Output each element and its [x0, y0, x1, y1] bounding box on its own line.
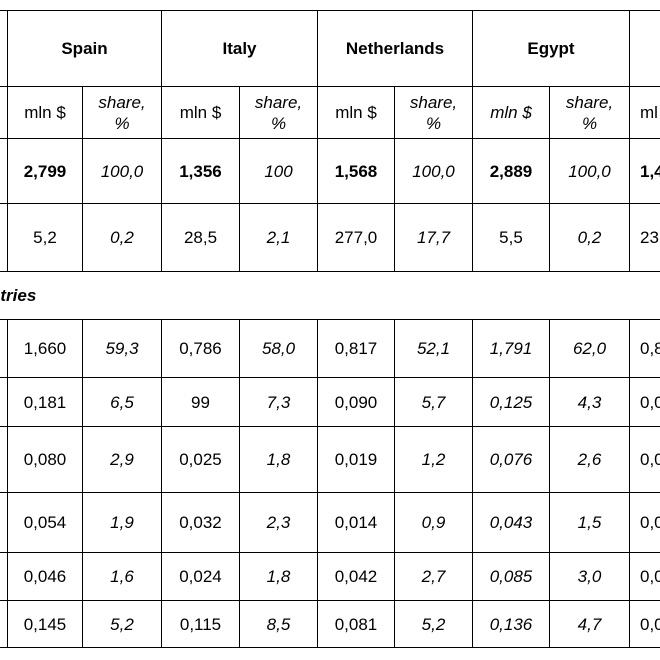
data-cell: 5,5 [473, 204, 550, 272]
data-cell: 5,2 [83, 601, 162, 648]
data-cell: 0,9 [395, 493, 473, 553]
row-label-cell [0, 320, 8, 378]
row-label-cell [0, 427, 8, 493]
data-cell: 0,2 [550, 204, 630, 272]
data-cell: 17,7 [395, 204, 473, 272]
data-cell: 2,3 [240, 493, 318, 553]
data-cell: 1,5 [550, 493, 630, 553]
data-cell: 100,0 [83, 139, 162, 204]
country-header: Italy [162, 10, 318, 87]
unit-header: share, % [83, 87, 162, 139]
data-cell: 0,0 [630, 553, 660, 601]
unit-header: mln $ [162, 87, 240, 139]
data-cell: 0,043 [473, 493, 550, 553]
data-cell: 0,136 [473, 601, 550, 648]
data-cell: 0,032 [162, 493, 240, 553]
data-cell: 0,080 [8, 427, 83, 493]
data-cell: 1,6 [83, 553, 162, 601]
data-cell: 28,5 [162, 204, 240, 272]
data-cell: 1,2 [395, 427, 473, 493]
data-cell: 99 [162, 378, 240, 427]
data-cell: 100,0 [550, 139, 630, 204]
country-header: Egypt [473, 10, 630, 87]
unit-header: mln $ [473, 87, 550, 139]
data-cell: 2,9 [83, 427, 162, 493]
data-cell: 5,2 [395, 601, 473, 648]
data-cell: 100 [240, 139, 318, 204]
unit-header: share, % [240, 87, 318, 139]
row-label-cell [0, 139, 8, 204]
data-cell: 277,0 [318, 204, 395, 272]
data-cell: 0,2 [83, 204, 162, 272]
unit-header: share, % [550, 87, 630, 139]
data-cell: 0,025 [162, 427, 240, 493]
data-cell: 1,356 [162, 139, 240, 204]
data-cell: 0,042 [318, 553, 395, 601]
row-label-cell [0, 378, 8, 427]
data-cell: 0,0 [630, 378, 660, 427]
header-cell [630, 10, 660, 87]
unit-cell [0, 87, 8, 139]
data-cell: 0,046 [8, 553, 83, 601]
data-cell: 58,0 [240, 320, 318, 378]
row-label-cell [0, 601, 8, 648]
row-label-cell [0, 493, 8, 553]
data-cell: 0,024 [162, 553, 240, 601]
data-cell: 52,1 [395, 320, 473, 378]
data-cell: 2,889 [473, 139, 550, 204]
data-cell: 1,791 [473, 320, 550, 378]
data-cell: 0,181 [8, 378, 83, 427]
data-cell: 1,4 [630, 139, 660, 204]
unit-header: mln $ [8, 87, 83, 139]
unit-header: share, % [395, 87, 473, 139]
data-cell: 1,568 [318, 139, 395, 204]
data-cell: 4,7 [550, 601, 630, 648]
data-cell: 1,8 [240, 427, 318, 493]
data-cell: 0,115 [162, 601, 240, 648]
data-cell: 7,3 [240, 378, 318, 427]
data-cell: 0,076 [473, 427, 550, 493]
data-cell: 0,8 [630, 320, 660, 378]
data-cell: 0,0 [630, 601, 660, 648]
unit-header: mln $ [318, 87, 395, 139]
data-cell: 100,0 [395, 139, 473, 204]
row-label-cell [0, 204, 8, 272]
data-cell: 0,0 [630, 493, 660, 553]
data-cell: 1,8 [240, 553, 318, 601]
header-cell [0, 10, 8, 87]
data-cell: 0,145 [8, 601, 83, 648]
unit-header: ml [630, 87, 660, 139]
data-cell: 1,660 [8, 320, 83, 378]
data-cell: 59,3 [83, 320, 162, 378]
data-cell: 0,090 [318, 378, 395, 427]
data-cell: 0,019 [318, 427, 395, 493]
section-label: ntries [0, 272, 660, 320]
data-cell: 0,0 [630, 427, 660, 493]
data-cell: 8,5 [240, 601, 318, 648]
data-cell: 5,2 [8, 204, 83, 272]
data-cell: 0,054 [8, 493, 83, 553]
data-cell: 4,3 [550, 378, 630, 427]
data-cell: 1,9 [83, 493, 162, 553]
data-cell: 0,817 [318, 320, 395, 378]
row-label-cell [0, 553, 8, 601]
data-cell: 3,0 [550, 553, 630, 601]
data-cell: 2,7 [395, 553, 473, 601]
data-cell: 5,7 [395, 378, 473, 427]
data-cell: 0,014 [318, 493, 395, 553]
data-cell: 62,0 [550, 320, 630, 378]
country-header: Netherlands [318, 10, 473, 87]
data-cell: 2,1 [240, 204, 318, 272]
data-cell: 0,125 [473, 378, 550, 427]
data-cell: 6,5 [83, 378, 162, 427]
data-cell: 0,085 [473, 553, 550, 601]
data-cell: 0,786 [162, 320, 240, 378]
data-cell: 2,6 [550, 427, 630, 493]
data-cell: 23 [630, 204, 660, 272]
country-header: Spain [8, 10, 162, 87]
data-cell: 2,799 [8, 139, 83, 204]
data-cell: 0,081 [318, 601, 395, 648]
